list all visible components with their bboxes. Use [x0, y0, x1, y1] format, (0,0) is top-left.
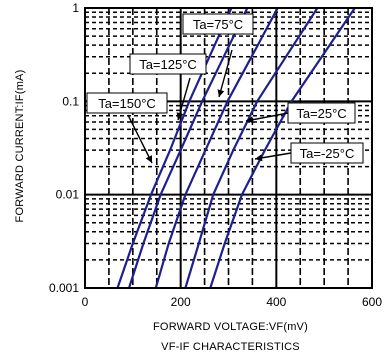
curves [116, 8, 356, 288]
annotation-leader [218, 49, 233, 98]
series-line [184, 8, 319, 288]
annotation-leader [177, 77, 191, 121]
x-tick-label: 0 [82, 295, 89, 309]
x-tick-label: 400 [266, 295, 286, 309]
x-tick-label: 200 [171, 295, 191, 309]
annotation-box [86, 92, 168, 114]
annotation-arrowhead [217, 89, 225, 97]
plot-frame [84, 7, 373, 289]
annotation-box [129, 53, 207, 75]
annotation-arrowhead [176, 112, 184, 120]
annotation-arrowhead [255, 154, 263, 162]
annotation-label: Ta=150°C [98, 96, 156, 111]
x-tick-label: 600 [362, 295, 382, 309]
x-axis-title: FORWARD VOLTAGE:VF(mV) [153, 321, 308, 333]
series-line [154, 8, 279, 288]
annotations: Ta=75°C Ta=125°C Ta=150°C Ta=25°C Ta=-25°C [86, 13, 364, 164]
y-tick-label: 0.1 [62, 94, 79, 108]
annotation-leader [127, 114, 153, 164]
annotation-arrowhead [246, 116, 254, 124]
annotation-label: Ta=125°C [139, 57, 197, 72]
series-line [116, 8, 233, 288]
series-line [209, 8, 356, 288]
y-tick-labels: 0.001 0.01 0.1 1 [49, 1, 79, 295]
annotation-box [182, 13, 254, 35]
annotation-box [287, 102, 356, 124]
x-tick-labels: 0 200 400 600 [82, 295, 383, 309]
y-tick-label: 0.001 [49, 281, 79, 295]
annotation-label: Ta=-25°C [300, 146, 355, 161]
y-tick-label: 1 [72, 1, 79, 15]
y-axis-title: FORWARD CURRENT:IF(mA) [14, 70, 26, 223]
annotation-leader [245, 112, 289, 122]
annotation-arrowhead [145, 155, 152, 163]
chart-title: VF-IF CHARACTERISTICS [161, 341, 300, 353]
series-line [127, 8, 249, 288]
annotation-label: Ta=75°C [193, 17, 243, 32]
annotation-label: Ta=25°C [296, 106, 346, 121]
y-tick-label: 0.01 [56, 188, 80, 202]
annotation-box [290, 142, 364, 164]
